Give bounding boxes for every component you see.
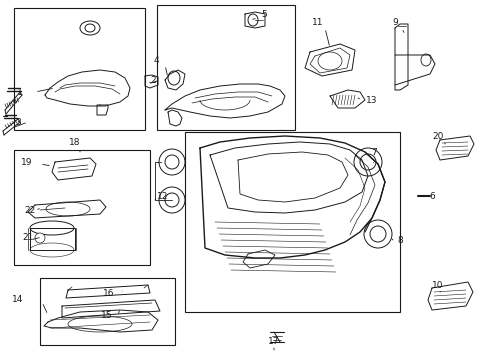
- Bar: [157, 5, 294, 130]
- Text: 12: 12: [157, 192, 168, 201]
- Ellipse shape: [85, 24, 95, 32]
- Bar: [40, 278, 175, 345]
- Ellipse shape: [80, 21, 100, 35]
- Ellipse shape: [159, 149, 184, 175]
- Text: 5: 5: [261, 9, 266, 18]
- Ellipse shape: [30, 243, 74, 257]
- Ellipse shape: [420, 54, 430, 66]
- Bar: [184, 132, 399, 312]
- Bar: [14, 150, 150, 265]
- Ellipse shape: [46, 202, 90, 216]
- Text: 2: 2: [150, 76, 156, 85]
- Text: 7: 7: [370, 148, 376, 157]
- Text: 10: 10: [431, 280, 443, 289]
- Ellipse shape: [159, 187, 184, 213]
- Text: 16: 16: [103, 288, 115, 297]
- Text: 15: 15: [101, 311, 113, 320]
- Text: 1: 1: [17, 87, 23, 96]
- Ellipse shape: [317, 52, 341, 70]
- Text: 19: 19: [21, 158, 33, 166]
- Ellipse shape: [35, 233, 45, 243]
- Ellipse shape: [363, 220, 391, 248]
- Text: 20: 20: [431, 131, 443, 140]
- Ellipse shape: [164, 193, 179, 207]
- Text: 14: 14: [12, 296, 23, 305]
- Ellipse shape: [68, 316, 132, 332]
- Ellipse shape: [353, 148, 381, 176]
- Ellipse shape: [359, 154, 375, 170]
- Ellipse shape: [30, 221, 74, 235]
- Text: 22: 22: [24, 206, 36, 215]
- Text: 11: 11: [312, 18, 323, 27]
- Ellipse shape: [168, 71, 180, 85]
- Text: 13: 13: [366, 95, 377, 104]
- Text: 6: 6: [428, 192, 434, 201]
- Ellipse shape: [164, 155, 179, 169]
- Text: 18: 18: [69, 138, 81, 147]
- Text: 4: 4: [153, 55, 159, 64]
- Text: 8: 8: [396, 235, 402, 244]
- Text: 9: 9: [391, 18, 397, 27]
- Text: 3: 3: [15, 117, 21, 126]
- Text: 21: 21: [22, 233, 34, 242]
- Bar: [14, 8, 145, 130]
- Ellipse shape: [369, 226, 385, 242]
- Ellipse shape: [247, 14, 258, 26]
- Text: 17: 17: [268, 338, 279, 346]
